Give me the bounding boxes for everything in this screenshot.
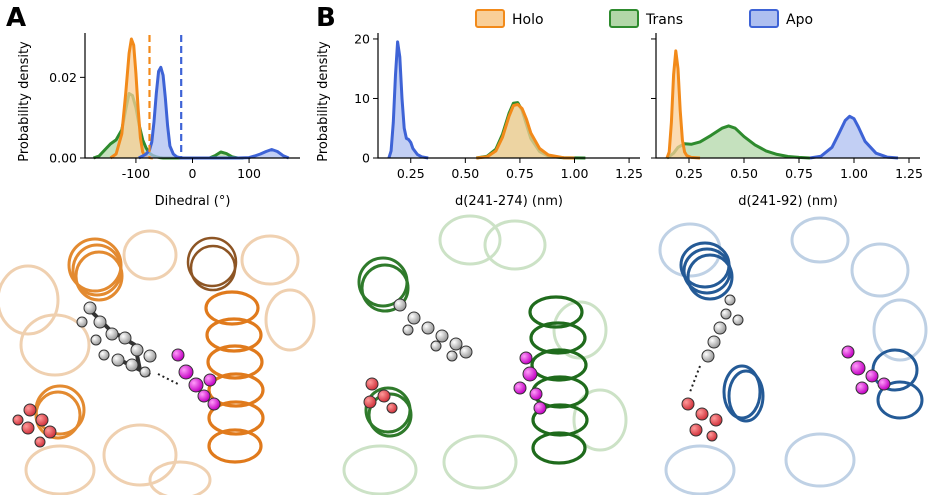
series-line-holo: [665, 49, 701, 160]
y-axis-label: Probability density: [17, 41, 32, 162]
series-area-apo: [138, 67, 289, 158]
legend-swatch-holo: [475, 9, 505, 28]
series-area-apo: [810, 116, 898, 158]
series-line-apo: [809, 114, 899, 160]
x-tick-label: 1.25: [615, 166, 643, 181]
series-area-holo: [667, 50, 700, 158]
x-tick-label: 0.50: [451, 166, 479, 181]
x-axis-label: d(241-274) (nm): [455, 194, 563, 209]
x-tick-label: 1.00: [840, 166, 868, 181]
series-area-trans: [667, 125, 810, 158]
x-axis-label: d(241-92) (nm): [738, 194, 838, 209]
x-tick-label: 0.50: [730, 166, 758, 181]
panel-letter-b: B: [316, 3, 336, 33]
y-tick-label: 0.00: [49, 151, 77, 166]
x-tick-label: 100: [237, 166, 261, 181]
legend-label-holo: Holo: [512, 12, 544, 28]
structure-image-trans: [342, 214, 628, 496]
legend-swatch-trans: [609, 9, 639, 28]
series-line-holo: [476, 102, 575, 160]
series-area-apo: [388, 41, 429, 158]
x-tick-label: -100: [122, 166, 150, 181]
panel-letter-a: A: [6, 3, 26, 33]
y-tick-label: 20: [354, 31, 370, 46]
y-tick-label: 0: [362, 151, 370, 166]
x-tick-label: 1.25: [895, 166, 923, 181]
y-axis-label: Probability density: [316, 41, 331, 162]
chart-d241-274: 0.25 0.50 0.75 1.00 1.25 0 10 20 d(241-274) (nm)…: [316, 31, 643, 209]
legend-label-apo: Apo: [786, 12, 813, 28]
y-tick-label: 10: [354, 91, 370, 106]
x-axis-label: Dihedral (°): [155, 194, 231, 209]
y-tick-label: 0.02: [49, 70, 77, 85]
x-tick-label: 0.75: [506, 166, 534, 181]
x-tick-label: 0: [189, 166, 197, 181]
x-tick-label: 1.00: [561, 166, 589, 181]
structure-image-holo: [0, 215, 316, 499]
series-line-apo: [387, 40, 429, 160]
x-tick-label: 0.25: [675, 166, 703, 181]
legend: Holo Trans Apo: [475, 9, 813, 28]
x-tick-label: 0.75: [785, 166, 813, 181]
x-tick-label: 0.25: [397, 166, 425, 181]
axes: [655, 33, 920, 159]
structure-image-apo: [658, 216, 928, 496]
legend-swatch-apo: [749, 9, 779, 28]
series-area-holo: [110, 39, 153, 158]
legend-label-trans: Trans: [645, 12, 683, 28]
chart-dihedral: -100 0 100 0.00 0.02 Dihedral (°) Probability …: [17, 33, 300, 209]
chart-d241-92: 0.25 0.50 0.75 1.00 1.25 d(241-92) (nm): [651, 33, 923, 209]
series-area-holo: [476, 104, 575, 158]
